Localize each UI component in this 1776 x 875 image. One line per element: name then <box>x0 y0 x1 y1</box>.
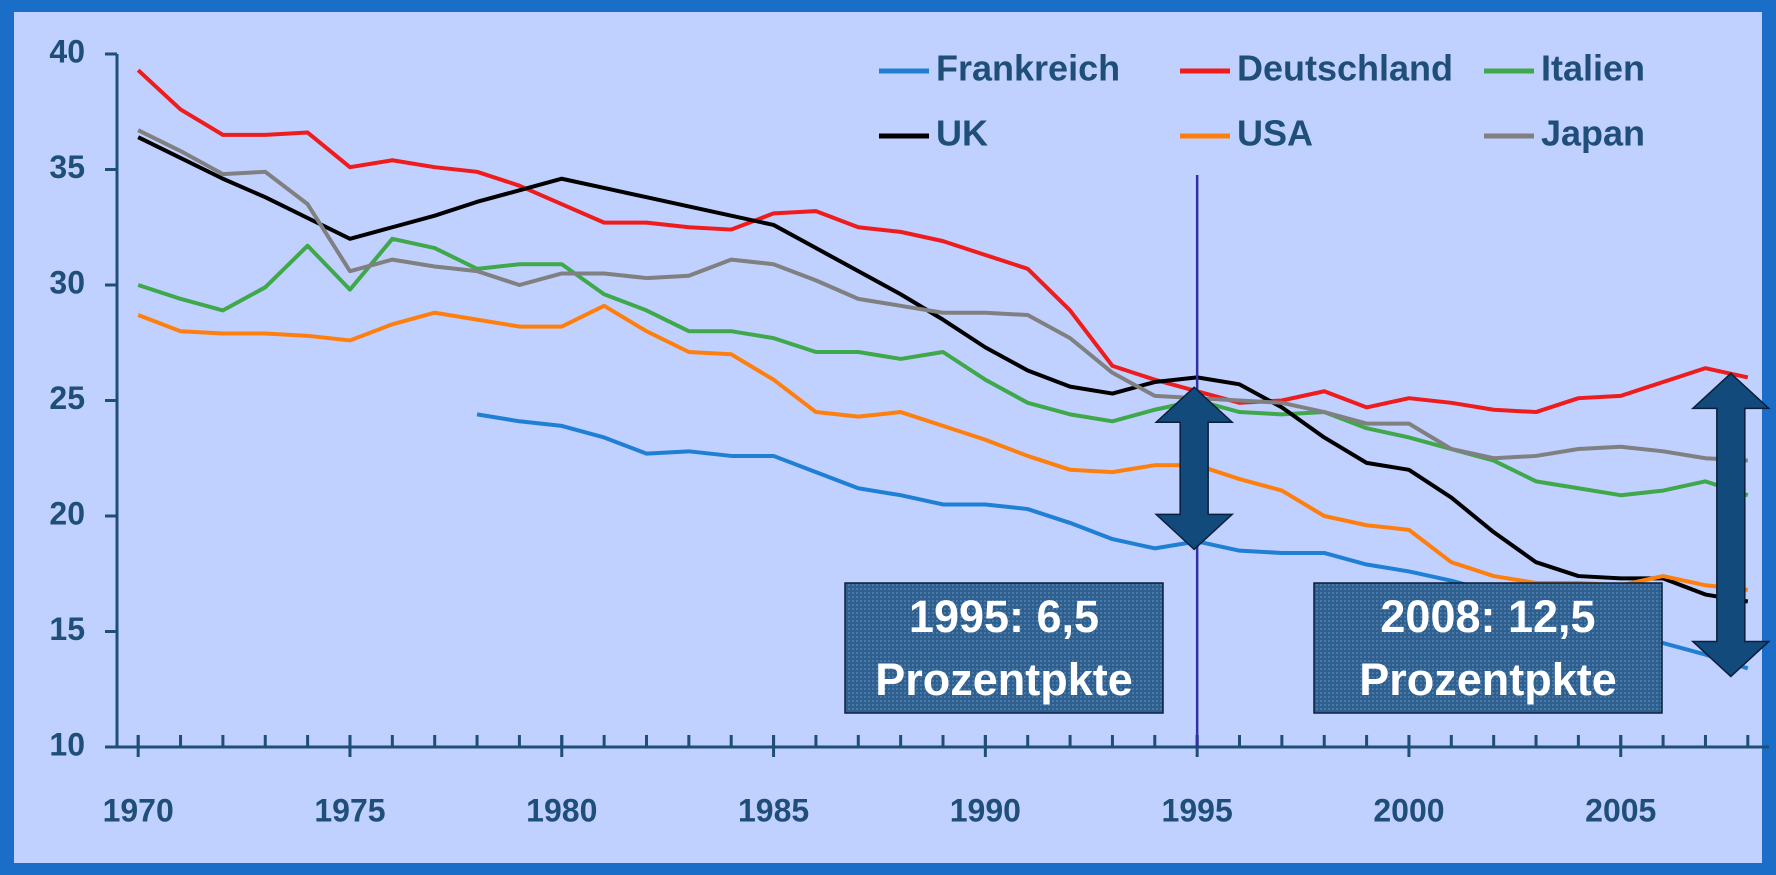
annotation-text: Prozentpkte <box>1359 654 1617 705</box>
y-tick-label: 25 <box>49 380 85 416</box>
legend-label: USA <box>1237 113 1313 154</box>
annotation-text: 2008: 12,5 <box>1380 591 1595 642</box>
y-tick-label: 40 <box>49 33 85 69</box>
arrow <box>1154 386 1235 551</box>
legend-label: Deutschland <box>1237 48 1453 89</box>
y-tick-label: 30 <box>49 264 85 300</box>
y-tick-label: 35 <box>49 149 85 185</box>
x-tick-label: 2005 <box>1585 792 1656 828</box>
legend-label: Japan <box>1541 113 1645 154</box>
x-tick-label: 1970 <box>103 792 174 828</box>
x-tick-label: 1995 <box>1162 792 1233 828</box>
x-tick-label: 1985 <box>738 792 809 828</box>
x-tick-label: 1975 <box>314 792 385 828</box>
annotation-text: 1995: 6,5 <box>909 591 1099 642</box>
y-tick-label: 10 <box>49 726 85 762</box>
legend-label: Frankreich <box>936 48 1120 89</box>
y-tick-label: 15 <box>49 611 85 647</box>
legend-label: UK <box>936 113 988 154</box>
plot-background <box>14 12 1762 863</box>
x-tick-label: 1990 <box>950 792 1021 828</box>
x-tick-label: 2000 <box>1373 792 1444 828</box>
series-line <box>137 135 1749 604</box>
series-line <box>137 303 1749 592</box>
y-tick-label: 20 <box>49 495 85 531</box>
annotation-text: Prozentpkte <box>875 654 1133 705</box>
series-line <box>136 68 1749 415</box>
annotation-box <box>1313 582 1663 714</box>
arrow <box>1690 372 1771 678</box>
x-tick-label: 1980 <box>526 792 597 828</box>
annotation-box <box>844 582 1164 714</box>
series-line <box>137 128 1748 463</box>
legend-label: Italien <box>1541 48 1645 89</box>
